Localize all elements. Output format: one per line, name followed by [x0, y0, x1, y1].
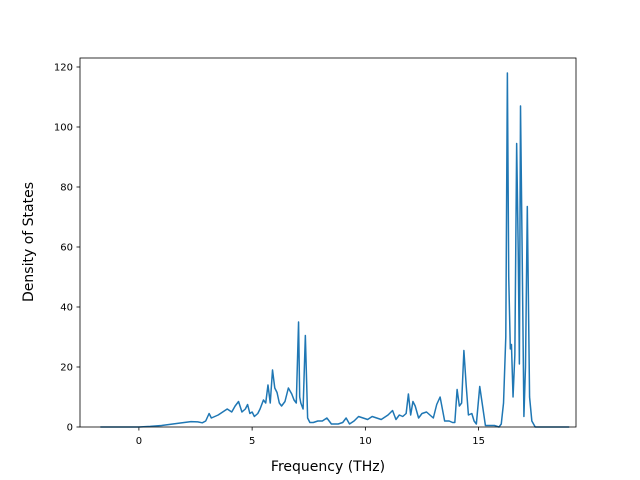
y-tick-label: 120 [54, 63, 73, 74]
x-tick-label: 0 [136, 436, 142, 447]
x-axis-label: Frequency (THz) [271, 459, 385, 475]
dos-line [100, 72, 570, 428]
x-tick-label: 10 [359, 436, 372, 447]
x-tick-label: 5 [249, 436, 255, 447]
y-axis-ticks: 0 20 40 60 80 100 120 [54, 63, 80, 434]
x-tick-label: 15 [472, 436, 485, 447]
y-tick-label: 20 [60, 363, 73, 374]
x-axis-ticks: 0 5 10 15 [136, 427, 485, 447]
y-tick-label: 40 [60, 303, 73, 314]
y-tick-label: 80 [60, 183, 73, 194]
y-axis-label: Density of States [21, 182, 37, 302]
plot-frame [79, 57, 577, 428]
y-tick-label: 100 [54, 123, 73, 134]
y-tick-label: 0 [67, 423, 73, 434]
plot-background [80, 58, 576, 427]
y-tick-label: 60 [60, 243, 73, 254]
series-layer [100, 72, 570, 428]
